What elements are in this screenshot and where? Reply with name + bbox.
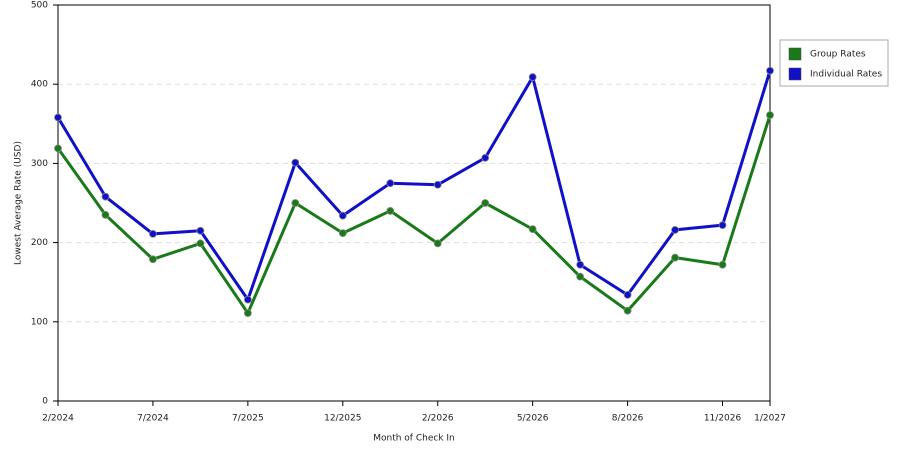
point (433, 239, 442, 248)
point (671, 226, 679, 234)
point (576, 260, 585, 269)
point (149, 229, 157, 238)
point (623, 290, 632, 299)
point (623, 306, 632, 315)
point (54, 144, 62, 153)
y-tick-label: 300 (31, 159, 48, 169)
y-tick-label: 0 (42, 397, 48, 407)
legend-swatch (788, 47, 802, 61)
point (101, 210, 110, 219)
x-tick-label: 7/2025 (232, 414, 264, 424)
point (338, 229, 347, 237)
x-tick-label: 1/2027 (754, 414, 786, 424)
point (766, 111, 774, 119)
point (101, 192, 110, 201)
point (291, 158, 300, 167)
point (718, 221, 727, 230)
point (386, 207, 395, 215)
y-axis-label: Lowest Average Rate (USD) (14, 141, 24, 265)
point (576, 272, 585, 281)
x-tick-label: 11/2026 (704, 414, 742, 424)
x-tick-label: 5/2026 (517, 414, 549, 424)
y-tick-label: 400 (31, 80, 48, 90)
y-tick-label: 100 (31, 317, 48, 327)
y-tick-label: 500 (31, 1, 48, 11)
legend-swatch (788, 67, 802, 81)
series-line (56, 70, 772, 302)
point (243, 295, 252, 304)
point (54, 113, 62, 122)
point (386, 179, 395, 188)
point (196, 226, 205, 235)
x-axis-label: Month of Check In (373, 434, 455, 444)
point (433, 180, 442, 189)
point (196, 239, 205, 248)
plot-frame (57, 4, 771, 402)
point (671, 253, 679, 262)
x-tick-label: 8/2026 (612, 414, 644, 424)
point (149, 255, 157, 264)
x-tick-label: 2/2024 (42, 414, 74, 424)
point (718, 260, 727, 269)
point (528, 73, 537, 81)
point (481, 153, 490, 162)
x-tick-label: 7/2024 (137, 414, 169, 424)
point (338, 211, 347, 220)
point (291, 199, 300, 207)
point (243, 309, 252, 317)
x-tick-label: 2/2026 (422, 414, 454, 424)
legend-label: Individual Rates (810, 70, 882, 80)
series-line (56, 114, 772, 315)
point (766, 66, 774, 75)
legend-label: Group Rates (810, 50, 866, 60)
y-tick-label: 200 (31, 238, 48, 248)
point (481, 199, 490, 207)
x-tick-label: 12/2025 (324, 414, 361, 424)
point (528, 225, 537, 234)
